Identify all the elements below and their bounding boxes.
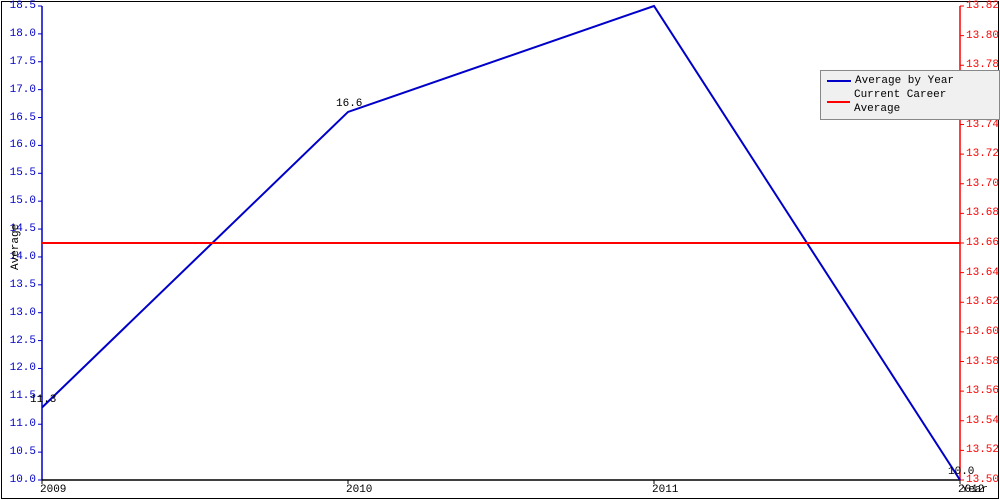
tick-label: 13.58 (966, 356, 999, 368)
tick-label: 13.60 (966, 326, 999, 338)
tick-label: 13.70 (966, 178, 999, 190)
tick-label: 13.0 (10, 307, 36, 319)
x-axis-title: Year (962, 484, 988, 496)
tick-label: 16.5 (10, 112, 36, 124)
tick-label: 13.66 (966, 237, 999, 249)
legend-item: Average by Year (827, 74, 993, 88)
legend-label: Average by Year (855, 74, 954, 88)
data-point-label: 11.3 (30, 394, 56, 406)
tick-label: 13.54 (966, 415, 999, 427)
legend-swatch (827, 80, 851, 82)
tick-label: 12.5 (10, 335, 36, 347)
tick-label: 13.64 (966, 267, 999, 279)
y-axis-title: Average (10, 224, 22, 270)
legend-label: Current Career Average (854, 88, 993, 116)
legend: Average by YearCurrent Career Average (820, 70, 1000, 120)
tick-label: 10.0 (10, 474, 36, 486)
tick-label: 13.82 (966, 0, 999, 12)
x-tick-label: 2009 (40, 484, 66, 496)
tick-label: 13.5 (10, 279, 36, 291)
tick-label: 15.5 (10, 167, 36, 179)
x-tick-label: 2011 (652, 484, 678, 496)
tick-label: 15.0 (10, 195, 36, 207)
tick-label: 12.0 (10, 362, 36, 374)
tick-label: 13.74 (966, 119, 999, 131)
data-point-label: 10.0 (948, 466, 974, 478)
tick-label: 18.0 (10, 28, 36, 40)
tick-label: 18.5 (10, 0, 36, 12)
chart-container: 10.010.511.011.512.012.513.013.514.014.5… (0, 0, 1000, 500)
data-point-label: 16.6 (336, 98, 362, 110)
tick-label: 13.68 (966, 207, 999, 219)
legend-item: Current Career Average (827, 88, 993, 116)
legend-swatch (827, 101, 850, 103)
tick-label: 13.62 (966, 296, 999, 308)
tick-label: 16.0 (10, 139, 36, 151)
tick-label: 13.52 (966, 444, 999, 456)
x-tick-label: 2010 (346, 484, 372, 496)
tick-label: 10.5 (10, 446, 36, 458)
tick-label: 17.0 (10, 84, 36, 96)
data-point-label: 18.5 (642, 0, 668, 4)
tick-label: 11.0 (10, 418, 36, 430)
tick-label: 13.80 (966, 30, 999, 42)
tick-label: 13.56 (966, 385, 999, 397)
tick-label: 17.5 (10, 56, 36, 68)
tick-label: 13.72 (966, 148, 999, 160)
